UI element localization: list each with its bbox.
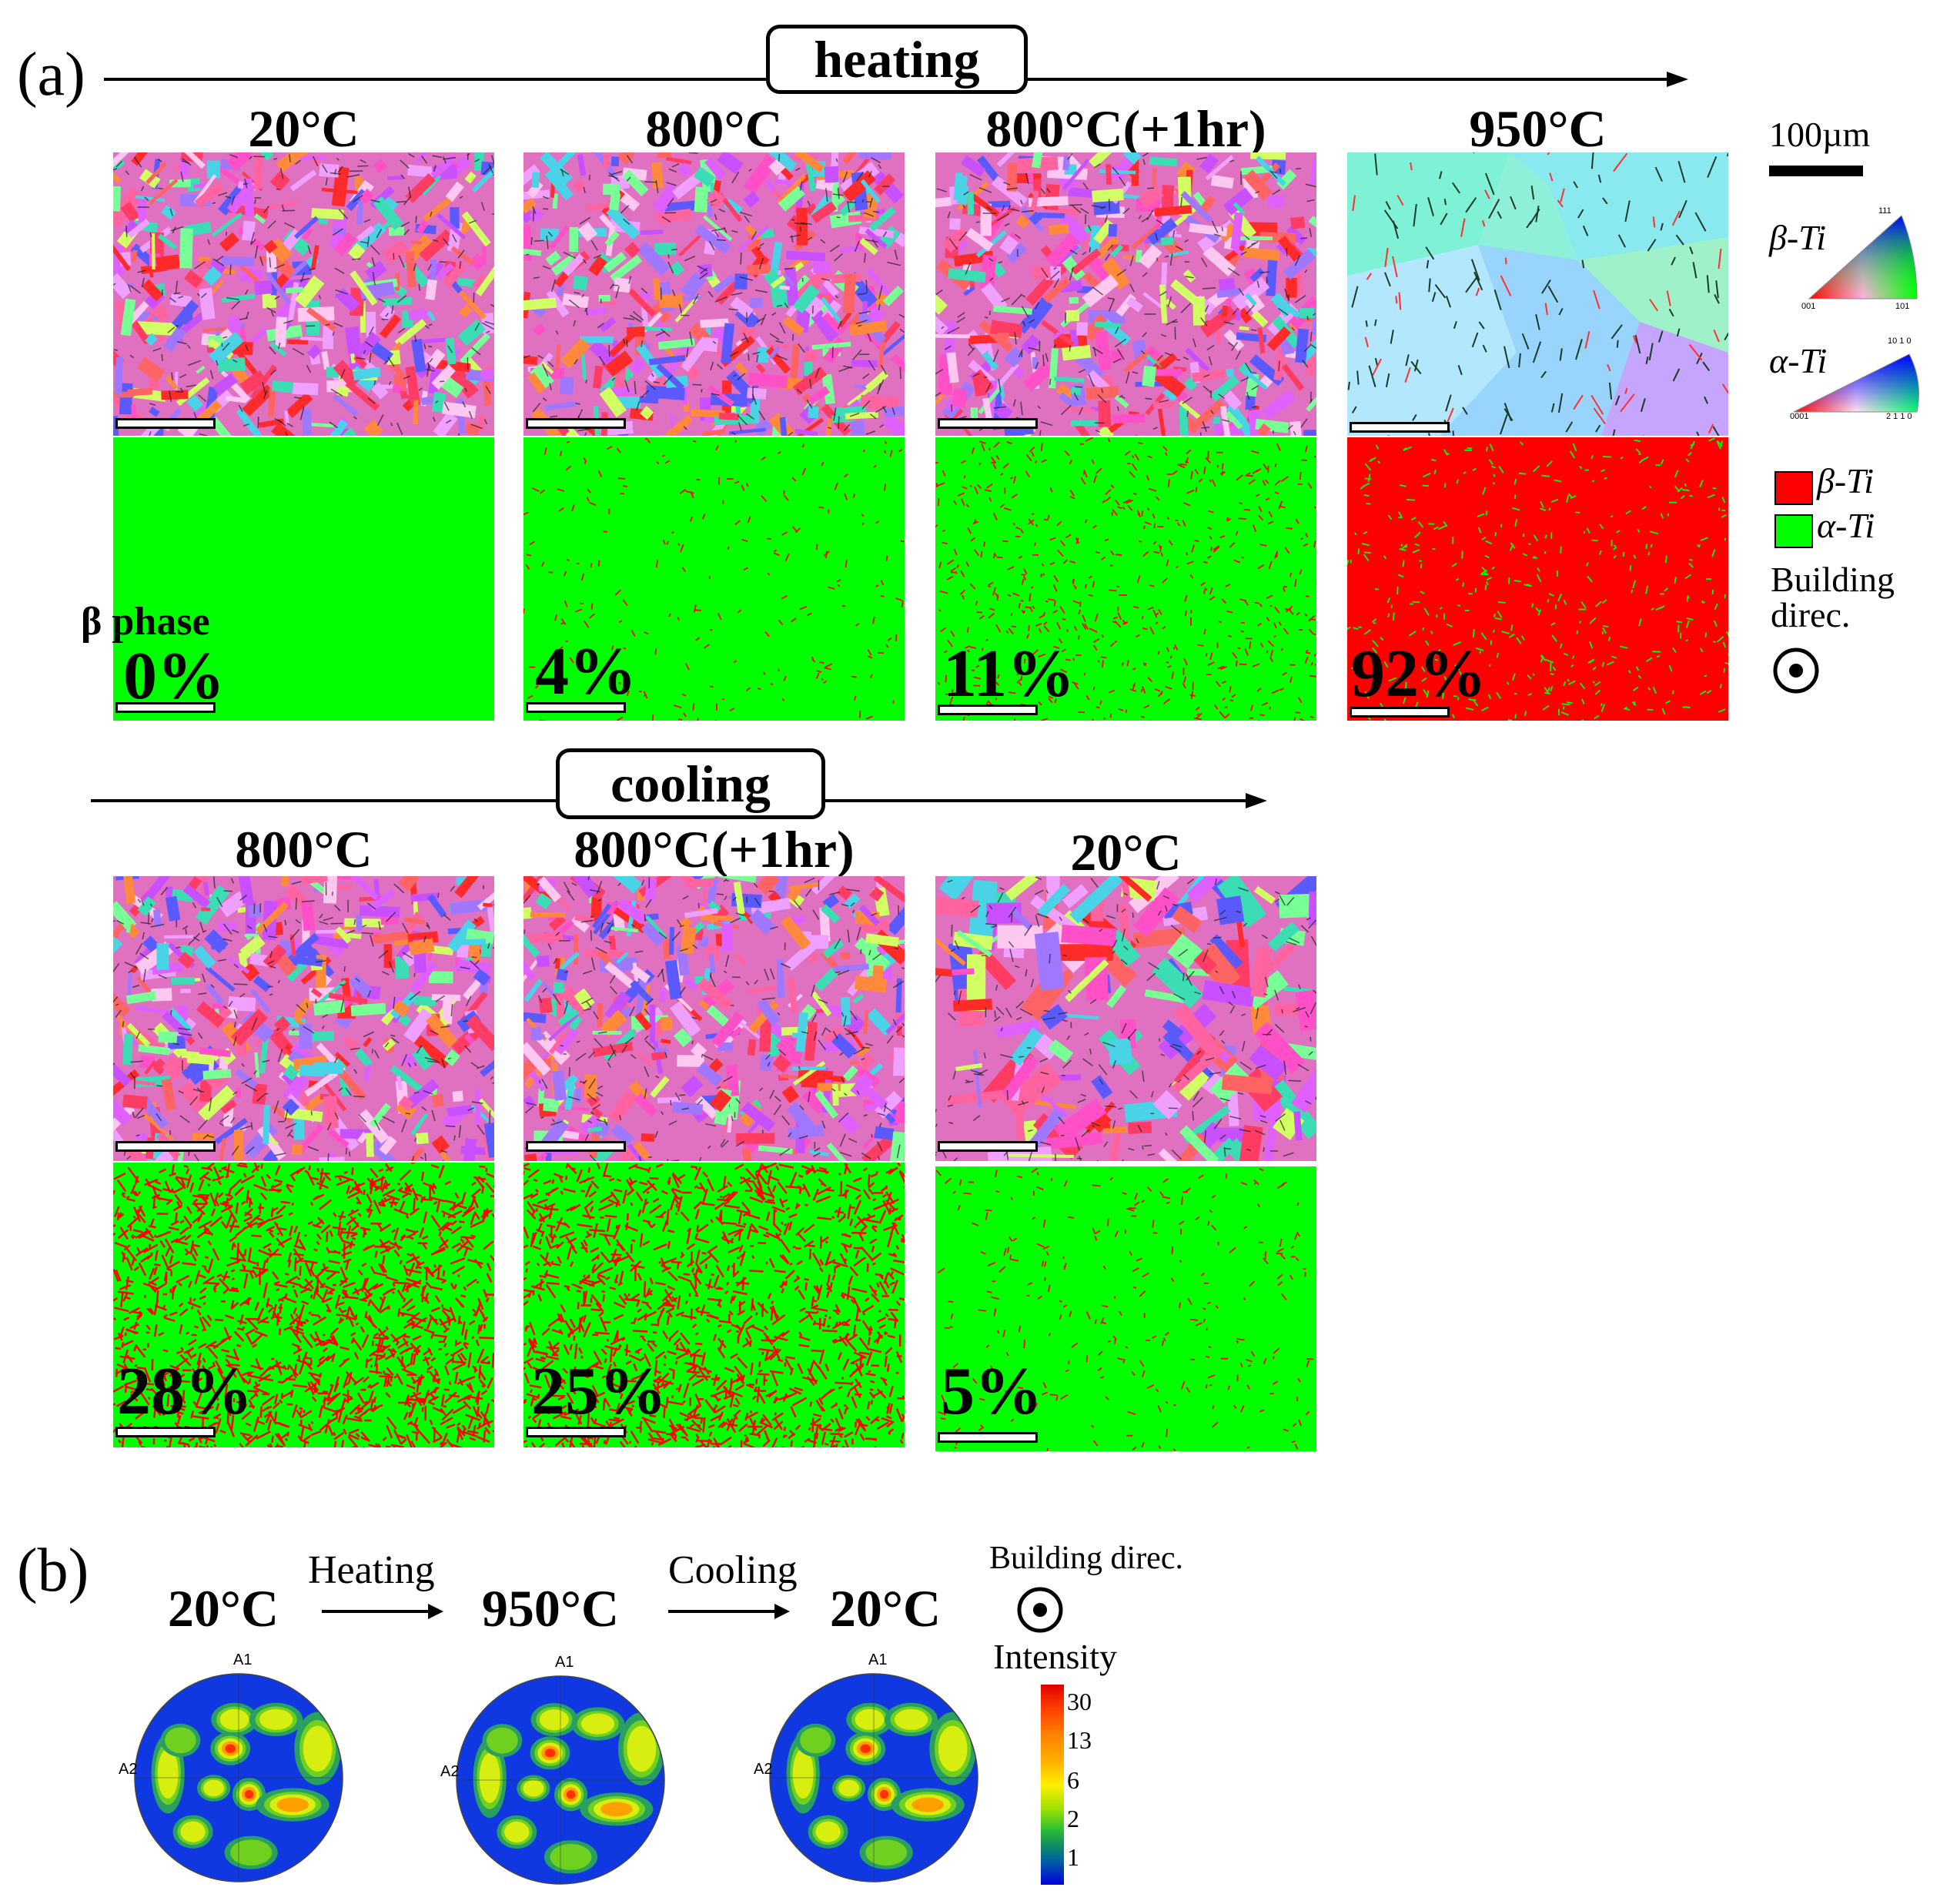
intensity-tick-3: 6 bbox=[1067, 1766, 1079, 1795]
beta-pct-cooling-3: 5% bbox=[941, 1353, 1042, 1431]
ipf-beta-corner-right: 101 bbox=[1895, 302, 1909, 311]
building-direction-icon-b bbox=[1015, 1584, 1065, 1635]
scale-bar bbox=[938, 418, 1038, 429]
heating-step-arrow bbox=[322, 1600, 445, 1623]
pole-axis-a1: A1 bbox=[555, 1654, 574, 1671]
scale-bar bbox=[938, 1432, 1038, 1443]
ipf-triangle-beta bbox=[1801, 208, 1925, 308]
cooling-label-box: cooling bbox=[556, 748, 825, 819]
ipf-map-heating-1 bbox=[113, 152, 494, 436]
pole-axis-a2: A2 bbox=[440, 1763, 459, 1781]
scale-legend-bar bbox=[1769, 166, 1863, 176]
heating-step-label: Heating bbox=[308, 1548, 435, 1593]
scale-bar bbox=[526, 1141, 626, 1152]
ipf-alpha-corner-left: 0001 bbox=[1790, 412, 1808, 421]
cooling-temp-3: 20°C bbox=[935, 822, 1316, 883]
beta-pct-heating-1: 0% bbox=[123, 637, 225, 715]
scale-bar bbox=[938, 1141, 1038, 1152]
beta-pct-cooling-1: 28% bbox=[117, 1353, 253, 1431]
scale-label: 100µm bbox=[1769, 114, 1870, 155]
pole-axis-a1: A1 bbox=[233, 1651, 252, 1669]
pole-temp-2: 950°C bbox=[462, 1578, 639, 1639]
pole-temp-3: 20°C bbox=[808, 1578, 962, 1639]
pole-axis-a2: A2 bbox=[754, 1761, 772, 1779]
scale-bar bbox=[115, 1141, 216, 1152]
ipf-map-cooling-3 bbox=[935, 876, 1316, 1161]
building-direction-icon-a bbox=[1771, 645, 1821, 696]
intensity-tick-1: 30 bbox=[1067, 1688, 1092, 1716]
heating-temp-1: 20°C bbox=[113, 99, 494, 159]
ipf-map-cooling-2 bbox=[523, 876, 905, 1161]
cooling-temp-1: 800°C bbox=[113, 819, 494, 880]
beta-pct-heating-2: 4% bbox=[535, 633, 637, 711]
ipf-triangle-alpha bbox=[1786, 350, 1925, 420]
pole-figure-2: A1 A2 bbox=[437, 1654, 684, 1900]
pole-axis-a2: A2 bbox=[119, 1761, 137, 1779]
intensity-tick-5: 1 bbox=[1067, 1843, 1079, 1872]
heating-label: heating bbox=[814, 30, 979, 89]
scale-bar bbox=[1350, 422, 1450, 433]
beta-pct-heating-4: 92% bbox=[1351, 635, 1487, 713]
ipf-beta-corner-left: 001 bbox=[1801, 302, 1815, 311]
beta-pct-heating-3: 11% bbox=[943, 635, 1075, 713]
scale-bar bbox=[115, 418, 216, 429]
legend-swatch-beta bbox=[1774, 471, 1813, 505]
intensity-title: Intensity bbox=[993, 1636, 1117, 1677]
legend-label-alpha: α-Ti bbox=[1817, 505, 1875, 546]
pole-temp-1: 20°C bbox=[154, 1578, 293, 1639]
ipf-map-heating-2 bbox=[523, 152, 905, 436]
legend-swatch-alpha bbox=[1774, 514, 1813, 548]
ipf-map-heating-4 bbox=[1347, 152, 1728, 436]
pole-figure-3: A1 A2 bbox=[751, 1651, 997, 1898]
scale-bar bbox=[526, 418, 626, 429]
building-direction-label-b: Building direc. bbox=[989, 1540, 1183, 1577]
intensity-tick-2: 13 bbox=[1067, 1726, 1092, 1755]
heating-temp-2: 800°C bbox=[523, 99, 905, 159]
cooling-label: cooling bbox=[610, 755, 771, 813]
panel-a-label: (a) bbox=[17, 40, 85, 110]
cooling-step-label: Cooling bbox=[668, 1548, 798, 1593]
panel-b-label: (b) bbox=[17, 1536, 89, 1606]
pole-axis-a1: A1 bbox=[868, 1651, 887, 1669]
ipf-alpha-corner-right: 2 1 1 0 bbox=[1886, 412, 1912, 421]
intensity-tick-4: 2 bbox=[1067, 1805, 1079, 1833]
cooling-temp-2: 800°C(+1hr) bbox=[523, 819, 905, 880]
legend-label-beta: β-Ti bbox=[1817, 460, 1874, 501]
cooling-step-arrow bbox=[668, 1600, 791, 1623]
ipf-alpha-corner-top: 10 1 0 bbox=[1888, 336, 1912, 346]
pole-figure-1: A1 A2 bbox=[115, 1651, 362, 1898]
heating-label-box: heating bbox=[766, 25, 1028, 94]
heating-temp-3: 800°C(+1hr) bbox=[935, 99, 1316, 159]
beta-pct-cooling-2: 25% bbox=[531, 1353, 667, 1431]
ipf-map-cooling-1 bbox=[113, 876, 494, 1161]
ipf-beta-corner-top: 111 bbox=[1878, 206, 1892, 216]
intensity-colorbar bbox=[1041, 1685, 1064, 1885]
heating-temp-4: 950°C bbox=[1347, 99, 1728, 159]
ipf-map-heating-3 bbox=[935, 152, 1316, 436]
building-direction-label-a: Building direc. bbox=[1771, 562, 1925, 633]
